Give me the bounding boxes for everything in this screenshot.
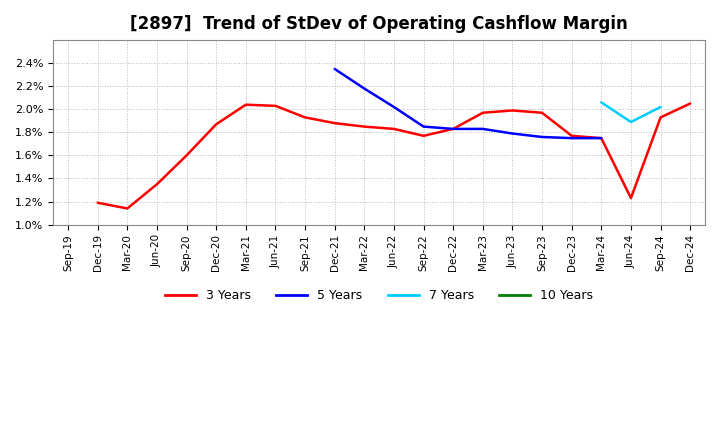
Title: [2897]  Trend of StDev of Operating Cashflow Margin: [2897] Trend of StDev of Operating Cashf… xyxy=(130,15,628,33)
Legend: 3 Years, 5 Years, 7 Years, 10 Years: 3 Years, 5 Years, 7 Years, 10 Years xyxy=(160,284,598,307)
